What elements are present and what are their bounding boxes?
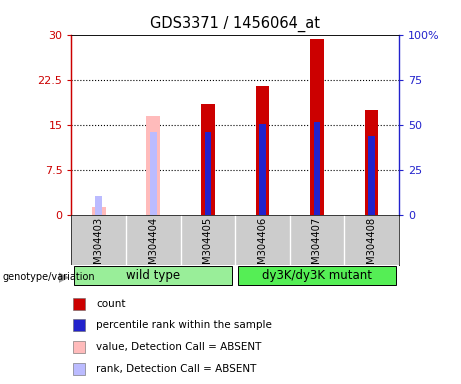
Bar <box>238 266 396 285</box>
Title: GDS3371 / 1456064_at: GDS3371 / 1456064_at <box>150 16 320 32</box>
Bar <box>201 104 215 215</box>
Text: GSM304405: GSM304405 <box>203 217 213 277</box>
Bar <box>74 266 232 285</box>
Bar <box>73 319 85 331</box>
Bar <box>147 116 160 215</box>
Bar <box>368 136 375 215</box>
Text: GSM304403: GSM304403 <box>94 217 104 276</box>
Bar <box>73 298 85 310</box>
Text: GSM304407: GSM304407 <box>312 217 322 277</box>
Bar <box>310 40 324 215</box>
Text: GSM304404: GSM304404 <box>148 217 158 276</box>
Bar <box>313 122 320 215</box>
Text: value, Detection Call = ABSENT: value, Detection Call = ABSENT <box>96 342 261 352</box>
Bar <box>205 132 211 215</box>
Bar <box>73 341 85 353</box>
Text: GSM304406: GSM304406 <box>257 217 267 277</box>
Text: wild type: wild type <box>126 268 180 281</box>
Text: dy3K/dy3K mutant: dy3K/dy3K mutant <box>262 268 372 281</box>
Bar <box>95 196 102 215</box>
Bar <box>259 124 266 215</box>
Text: genotype/variation: genotype/variation <box>2 272 95 282</box>
Bar <box>255 86 269 215</box>
Text: percentile rank within the sample: percentile rank within the sample <box>96 320 272 330</box>
Text: GSM304408: GSM304408 <box>366 217 377 276</box>
Bar <box>73 363 85 375</box>
Bar <box>365 110 378 215</box>
Text: count: count <box>96 299 125 309</box>
Bar <box>150 132 157 215</box>
Text: rank, Detection Call = ABSENT: rank, Detection Call = ABSENT <box>96 364 256 374</box>
Bar <box>92 207 106 215</box>
Polygon shape <box>59 273 69 283</box>
